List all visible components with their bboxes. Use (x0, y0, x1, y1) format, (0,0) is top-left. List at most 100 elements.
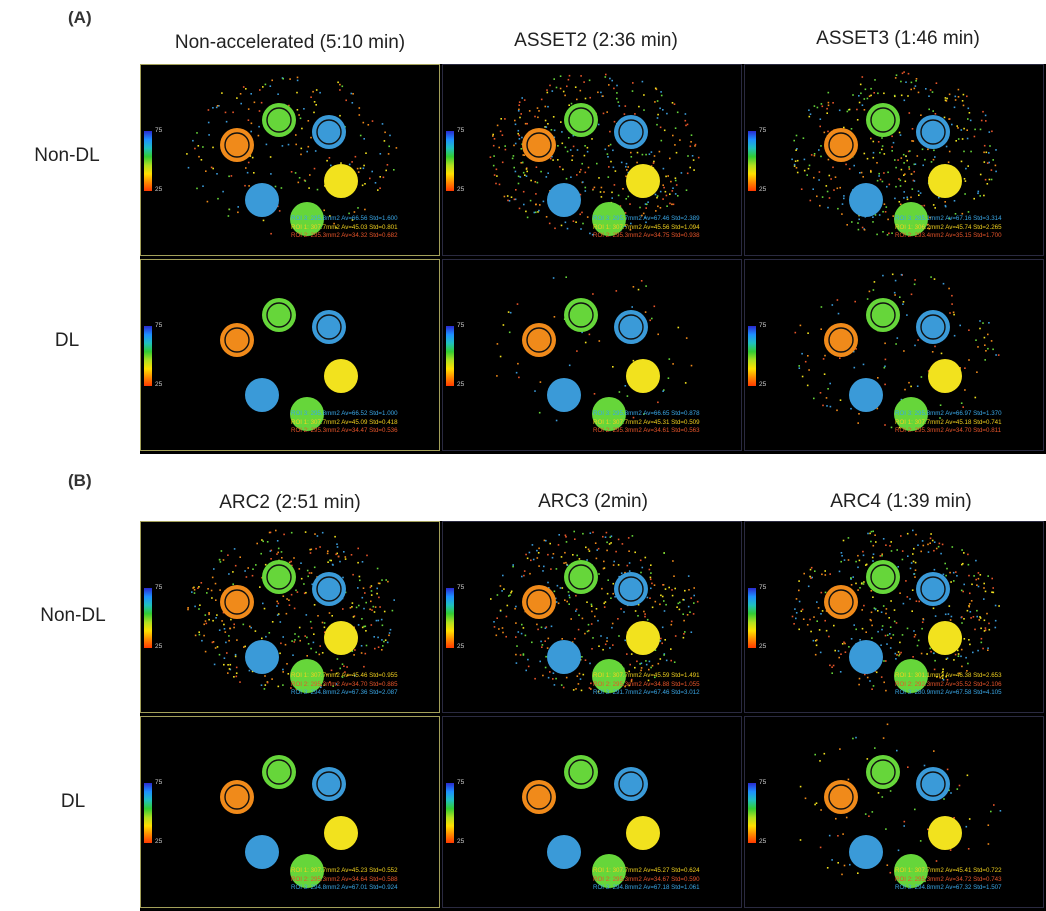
noise-speck (326, 673, 328, 676)
noise-speck (619, 205, 622, 207)
phantom-map (496, 276, 693, 431)
noise-speck (202, 185, 204, 187)
noise-speck (233, 676, 235, 678)
noise-speck (984, 114, 987, 117)
noise-speck (913, 180, 916, 182)
noise-speck (899, 203, 902, 206)
noise-speck (882, 231, 884, 233)
noise-speck (816, 195, 818, 198)
noise-speck (863, 604, 865, 607)
noise-speck (840, 552, 843, 554)
noise-speck (889, 647, 892, 649)
noise-speck (859, 83, 862, 86)
noise-speck (656, 123, 658, 126)
noise-speck (983, 582, 985, 585)
noise-speck (303, 108, 305, 110)
noise-speck (371, 609, 373, 611)
noise-speck (525, 669, 527, 672)
noise-speck (870, 540, 872, 543)
vial-yellow (626, 816, 660, 850)
noise-speck (610, 160, 612, 163)
noise-speck (612, 149, 614, 152)
noise-speck (914, 634, 917, 636)
noise-speck (306, 569, 309, 572)
noise-speck (942, 670, 944, 673)
noise-speck (812, 639, 815, 642)
noise-speck (227, 215, 230, 217)
noise-speck (943, 116, 946, 119)
noise-speck (913, 636, 916, 638)
noise-speck (348, 212, 350, 215)
noise-speck (967, 553, 969, 556)
noise-speck (251, 670, 254, 673)
noise-speck (249, 625, 251, 628)
noise-speck (829, 382, 831, 385)
noise-speck (613, 560, 615, 563)
noise-speck (552, 553, 555, 555)
noise-speck (298, 626, 301, 629)
noise-speck (875, 671, 878, 674)
noise-speck (961, 665, 963, 668)
noise-speck (388, 634, 390, 637)
noise-speck (293, 641, 296, 643)
noise-speck (590, 605, 593, 607)
noise-speck (662, 390, 664, 392)
noise-speck (993, 804, 995, 806)
noise-speck (344, 671, 346, 673)
noise-speck (994, 164, 997, 167)
noise-speck (933, 278, 936, 280)
noise-speck (536, 107, 539, 109)
noise-speck (259, 89, 261, 91)
noise-speck (611, 626, 613, 629)
phantom-map (794, 273, 1000, 431)
colorbar-max-label: 75 (759, 584, 767, 591)
noise-speck (645, 153, 647, 156)
noise-speck (884, 634, 887, 637)
noise-speck (837, 862, 839, 864)
noise-speck (266, 541, 269, 543)
noise-speck (821, 610, 824, 612)
noise-speck (617, 101, 620, 103)
noise-speck (665, 659, 668, 662)
noise-speck (568, 364, 571, 367)
noise-speck (654, 193, 657, 196)
noise-speck (501, 590, 503, 592)
noise-speck (629, 203, 631, 205)
noise-speck (837, 207, 839, 210)
noise-speck (820, 809, 822, 811)
noise-speck (868, 815, 870, 817)
noise-speck (983, 144, 986, 147)
noise-speck (855, 582, 857, 585)
noise-speck (800, 610, 803, 612)
roi-ring (266, 107, 292, 133)
noise-speck (812, 188, 814, 190)
noise-speck (559, 166, 561, 168)
noise-speck (977, 572, 980, 574)
noise-speck (665, 603, 667, 606)
noise-speck (967, 211, 970, 213)
noise-speck (517, 132, 519, 135)
noise-speck (872, 685, 875, 687)
noise-speck (871, 811, 874, 813)
noise-speck (954, 99, 957, 101)
noise-speck (541, 644, 544, 646)
noise-speck (377, 636, 379, 639)
noise-speck (500, 118, 502, 120)
noise-speck (684, 113, 687, 115)
noise-speck (893, 620, 896, 623)
noise-speck (596, 549, 598, 551)
noise-speck (286, 598, 288, 600)
noise-speck (696, 600, 699, 603)
noise-speck (913, 630, 915, 632)
roi-ring (568, 564, 594, 590)
noise-speck (912, 560, 915, 563)
noise-speck (650, 572, 652, 574)
noise-speck (547, 637, 550, 640)
noise-speck (543, 565, 545, 568)
noise-speck (218, 558, 221, 561)
roi-ring (618, 771, 644, 797)
noise-speck (342, 576, 344, 579)
noise-speck (656, 117, 659, 119)
noise-speck (934, 113, 937, 115)
noise-speck (930, 533, 932, 535)
